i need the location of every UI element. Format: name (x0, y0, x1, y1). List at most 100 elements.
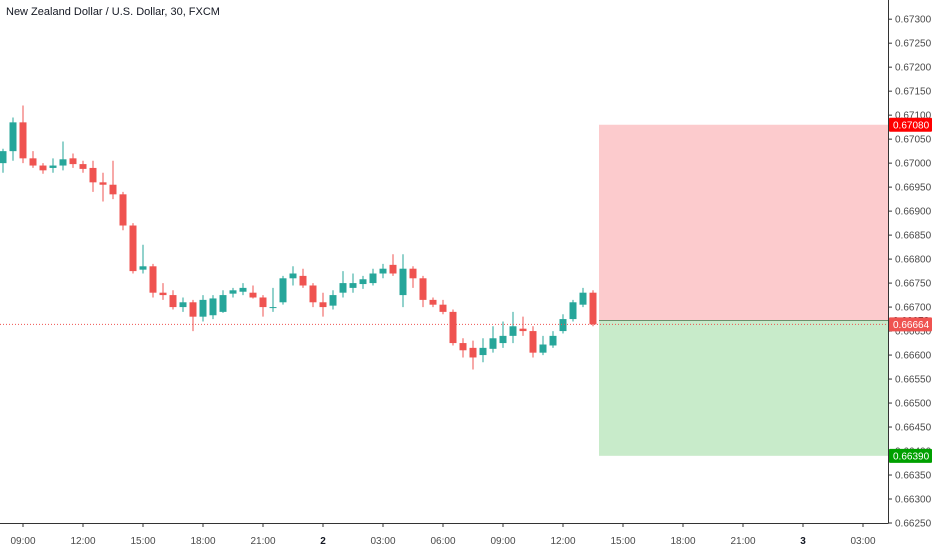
candles (0, 105, 597, 370)
time-axis[interactable]: 09:00 12:00 15:00 18:00 21:00 2 03:00 06:00 09:0… (0, 523, 889, 547)
price-tick-label: 0.66600 (895, 351, 932, 362)
price-tick-label: 0.66500 (895, 399, 932, 410)
candle-body (309, 285, 317, 303)
current-price-badge-bg (889, 317, 932, 332)
candle (589, 290, 597, 327)
candle (389, 254, 397, 276)
candle-body (399, 268, 407, 296)
candle (549, 331, 557, 348)
candle (439, 299, 447, 315)
time-tick-label: 21:00 (250, 536, 275, 547)
price-tick-label: 0.66800 (895, 255, 932, 266)
candle (369, 268, 377, 286)
candle (529, 326, 537, 358)
candle-body (159, 292, 167, 296)
price-tick-label: 0.67000 (895, 159, 932, 170)
candle (269, 287, 277, 312)
candle-body (459, 343, 467, 351)
candle (179, 297, 187, 312)
price-tick-label: 0.66350 (895, 471, 932, 482)
candle (19, 105, 27, 164)
candle-body (579, 292, 587, 305)
candle-body (499, 335, 507, 344)
time-tick-label: 15:00 (130, 536, 155, 547)
candle-body (419, 278, 427, 300)
time-tick-label: 03:00 (370, 536, 395, 547)
candle (109, 160, 117, 200)
time-tick-label: 12:00 (70, 536, 95, 547)
candle-body (389, 264, 397, 274)
price-tick-label: 0.66750 (895, 279, 932, 290)
candle-body (509, 326, 517, 336)
candle (409, 266, 417, 288)
candle (519, 316, 527, 336)
price-tick-label: 0.66900 (895, 207, 932, 218)
candle (379, 263, 387, 279)
candle (189, 299, 197, 332)
candle-body (289, 273, 297, 279)
candle (559, 314, 567, 334)
candle (29, 151, 37, 168)
candle-body (559, 319, 567, 332)
time-tick-label: 09:00 (10, 536, 35, 547)
candle-body (129, 225, 137, 272)
candle-body (329, 295, 337, 306)
candle-body (449, 311, 457, 344)
candle (219, 290, 227, 313)
time-tick-label: 18:00 (190, 536, 215, 547)
position-zones (599, 124, 888, 456)
time-tick-label: 18:00 (670, 536, 695, 547)
candle (349, 273, 357, 293)
stop-price-badge-bg (889, 117, 932, 132)
candle (129, 223, 137, 274)
candle (329, 290, 337, 310)
time-tick-label: 3 (800, 536, 806, 547)
candle-body (229, 290, 237, 294)
candle (239, 283, 247, 296)
candle (299, 268, 307, 288)
candle-body (439, 304, 447, 312)
candle-body (349, 283, 357, 288)
stop-price-badge-label: 0.67080 (893, 120, 930, 131)
candle (209, 295, 217, 320)
price-tick-label: 0.66950 (895, 183, 932, 194)
time-tick-label: 03:00 (850, 536, 875, 547)
candle (489, 326, 497, 353)
candle-body (379, 268, 387, 274)
candle (79, 160, 87, 173)
price-tick-label: 0.67150 (895, 87, 932, 98)
candle (469, 340, 477, 370)
candle-body (469, 347, 477, 358)
candle (279, 275, 287, 305)
candle-body (519, 328, 527, 332)
candle-body (109, 184, 117, 195)
stop-price-badge: 0.67080 (889, 117, 932, 132)
candle (479, 338, 487, 363)
candle-body (259, 297, 267, 308)
candle-body (589, 292, 597, 325)
candle (89, 160, 97, 192)
price-tick-label: 0.67050 (895, 135, 932, 146)
price-tick-label: 0.66550 (895, 375, 932, 386)
candle-body (189, 302, 197, 317)
candle-body (409, 268, 417, 279)
chart-title: New Zealand Dollar / U.S. Dollar, 30, FX… (6, 6, 220, 18)
candle-body (549, 335, 557, 346)
price-axis[interactable]: 0.673000.672500.672000.671500.671000.670… (888, 0, 932, 530)
candle (289, 266, 297, 286)
take-profit-zone (599, 320, 888, 456)
candle-body (269, 307, 277, 309)
candle (539, 335, 547, 356)
candle (99, 172, 107, 202)
candle-body (429, 299, 437, 305)
candle (119, 191, 127, 231)
candle (139, 244, 147, 274)
candle (0, 148, 7, 173)
candle-body (279, 278, 287, 303)
time-tick-label: 12:00 (550, 536, 575, 547)
candle-body (79, 164, 87, 169)
candle (429, 297, 437, 308)
candle (9, 117, 17, 161)
price-tick-label: 0.66450 (895, 423, 932, 434)
